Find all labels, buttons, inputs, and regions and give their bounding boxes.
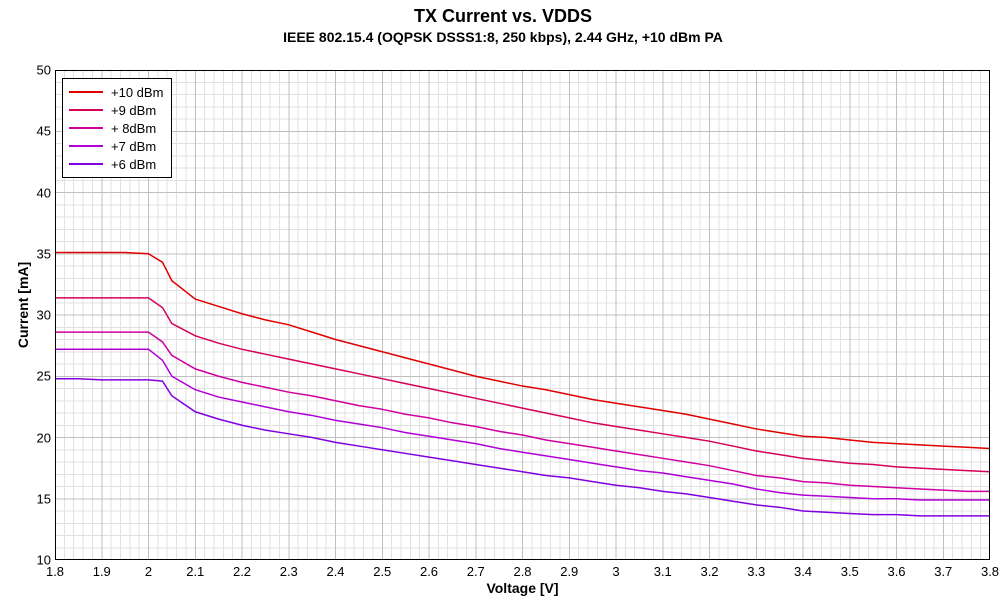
legend-item: +7 dBm [69,137,163,155]
chart-legend: +10 dBm +9 dBm + 8dBm +7 dBm +6 dBm [62,78,172,178]
x-tick-label: 1.9 [93,564,111,579]
x-tick-label: 2.7 [467,564,485,579]
chart-plot-area [55,70,990,560]
x-tick-label: 3.1 [654,564,672,579]
x-tick-label: 3.3 [747,564,765,579]
legend-label: +6 dBm [111,157,156,172]
legend-swatch [69,91,103,93]
x-tick-label: 2.5 [373,564,391,579]
x-tick-label: 3.2 [700,564,718,579]
legend-swatch [69,163,103,165]
x-tick-label: 2.2 [233,564,251,579]
x-tick-label: 3.7 [934,564,952,579]
y-tick-label: 35 [27,246,51,261]
x-tick-label: 3.6 [887,564,905,579]
legend-swatch [69,145,103,147]
x-tick-label: 2 [145,564,152,579]
legend-label: +9 dBm [111,103,156,118]
x-tick-label: 3 [612,564,619,579]
y-tick-label: 20 [27,430,51,445]
chart-subtitle: IEEE 802.15.4 (OQPSK DSSS1:8, 250 kbps),… [0,29,1006,45]
x-tick-label: 2.4 [326,564,344,579]
x-tick-label: 3.8 [981,564,999,579]
y-tick-label: 25 [27,369,51,384]
legend-item: + 8dBm [69,119,163,137]
y-tick-label: 40 [27,185,51,200]
y-tick-label: 50 [27,63,51,78]
legend-item: +10 dBm [69,83,163,101]
x-tick-label: 2.1 [186,564,204,579]
x-tick-label: 2.3 [280,564,298,579]
x-tick-label: 2.8 [513,564,531,579]
legend-item: +6 dBm [69,155,163,173]
legend-swatch [69,109,103,111]
y-axis-label: Current [mA] [15,245,31,365]
legend-label: + 8dBm [111,121,156,136]
y-tick-label: 45 [27,124,51,139]
x-tick-label: 3.5 [841,564,859,579]
y-tick-label: 15 [27,491,51,506]
x-axis-label: Voltage [V] [55,580,990,596]
y-tick-label: 30 [27,308,51,323]
x-tick-label: 2.6 [420,564,438,579]
chart-title: TX Current vs. VDDS [0,6,1006,27]
chart-title-block: TX Current vs. VDDS IEEE 802.15.4 (OQPSK… [0,6,1006,45]
legend-item: +9 dBm [69,101,163,119]
legend-label: +10 dBm [111,85,163,100]
x-tick-label: 2.9 [560,564,578,579]
y-tick-label: 10 [27,553,51,568]
legend-swatch [69,127,103,129]
x-tick-label: 3.4 [794,564,812,579]
legend-label: +7 dBm [111,139,156,154]
